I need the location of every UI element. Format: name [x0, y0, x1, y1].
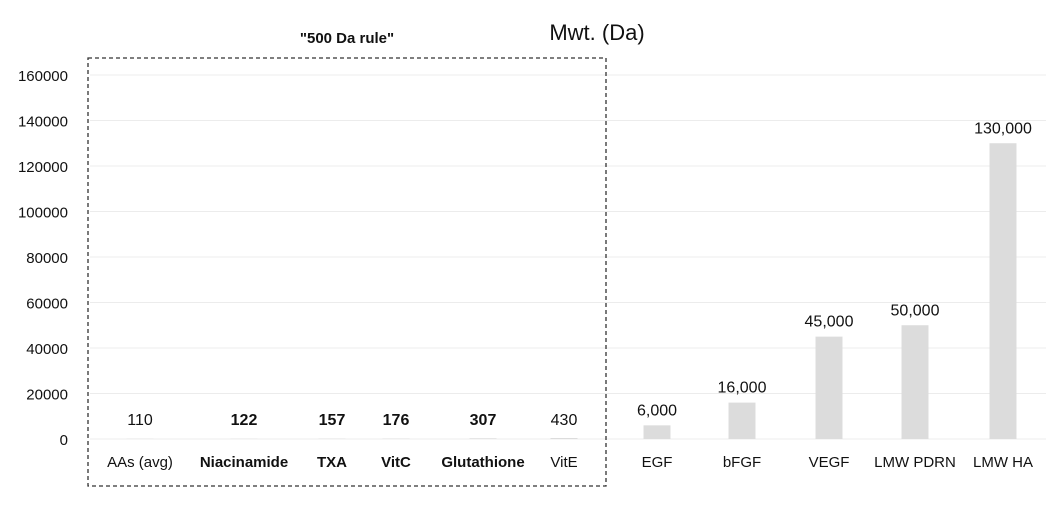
- value-label: 307: [470, 412, 497, 429]
- x-tick-label: Niacinamide: [200, 454, 288, 471]
- bar-bfgf: [729, 403, 756, 439]
- y-tick-label: 140000: [18, 114, 68, 131]
- value-label: 130,000: [974, 120, 1032, 137]
- x-tick-label: AAs (avg): [107, 454, 173, 471]
- x-tick-label: Glutathione: [441, 454, 524, 471]
- bar-vite: [551, 438, 578, 439]
- value-label: 157: [319, 412, 346, 429]
- bar-lmw-ha: [990, 143, 1017, 439]
- x-tick-label: LMW PDRN: [874, 454, 956, 471]
- bar-egf: [644, 425, 671, 439]
- y-tick-label: 0: [60, 432, 68, 449]
- value-label: 430: [551, 412, 578, 429]
- y-tick-label: 100000: [18, 205, 68, 222]
- x-tick-label: LMW HA: [973, 454, 1033, 471]
- y-tick-label: 160000: [18, 68, 68, 85]
- chart-title: Mwt. (Da): [549, 20, 644, 45]
- bar-vegf: [816, 337, 843, 439]
- value-label: 16,000: [718, 380, 767, 397]
- y-tick-label: 80000: [26, 250, 68, 267]
- y-axis-ticks: 0 20000 40000 60000 80000 100000 120000 140000 1…: [18, 68, 68, 449]
- 500-da-rule-label: "500 Da rule": [300, 30, 394, 47]
- y-tick-label: 40000: [26, 341, 68, 358]
- y-tick-label: 20000: [26, 387, 68, 404]
- value-label: 45,000: [805, 314, 854, 331]
- x-tick-label: EGF: [642, 454, 673, 471]
- bars: [127, 143, 1017, 439]
- bar-glutathione: [470, 438, 497, 439]
- value-label: 50,000: [891, 302, 940, 319]
- value-label: 176: [383, 412, 410, 429]
- bar-lmw-pdrn: [902, 325, 929, 439]
- y-tick-label: 60000: [26, 296, 68, 313]
- x-tick-label: TXA: [317, 454, 347, 471]
- 500-da-rule-box: [88, 58, 606, 486]
- value-labels: 110 122 157 176 307 430 6,000 16,000 45,000 50,00…: [127, 120, 1032, 429]
- x-tick-label: bFGF: [723, 454, 761, 471]
- value-label: 122: [231, 412, 258, 429]
- value-label: 110: [127, 412, 153, 429]
- x-axis-ticks: AAs (avg) Niacinamide TXA VitC Glutathione Vi…: [107, 454, 1033, 471]
- x-tick-label: VitE: [550, 454, 577, 471]
- x-tick-label: VitC: [381, 454, 411, 471]
- value-label: 6,000: [637, 402, 677, 419]
- x-tick-label: VEGF: [809, 454, 850, 471]
- y-tick-label: 120000: [18, 159, 68, 176]
